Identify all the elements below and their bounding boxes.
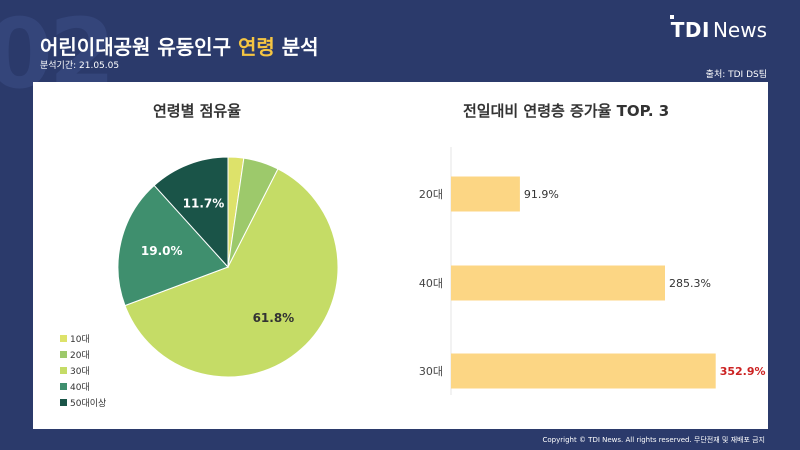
logo-news-text: News bbox=[712, 18, 767, 42]
bar-value-label-1: 285.3% bbox=[669, 277, 711, 290]
bar-2 bbox=[451, 353, 716, 389]
pie-label-4: 11.7% bbox=[183, 196, 225, 210]
page-title: 어린이대공원 유동인구 연령 분석 bbox=[40, 31, 319, 60]
pie-chart: 61.8% 19.0% 11.7% bbox=[117, 156, 339, 378]
logo-dot-icon bbox=[669, 15, 674, 19]
pie-slice-2 bbox=[124, 168, 339, 378]
legend-item-0: 10대 bbox=[60, 330, 106, 346]
bar-category-label-1: 40대 bbox=[419, 277, 443, 290]
pie-slice-4 bbox=[153, 156, 229, 269]
legend-label-0: 10대 bbox=[70, 334, 90, 345]
legend-swatch-2 bbox=[60, 366, 67, 374]
legend-swatch-3 bbox=[60, 382, 67, 390]
pie-chart-title: 연령별 점유율 bbox=[153, 102, 242, 120]
legend-item-2: 30대 bbox=[60, 362, 106, 378]
pie-label-2: 61.8% bbox=[253, 311, 295, 325]
bar-chart: 20대 91.9% 40대 285.3% 30대 352.9% bbox=[419, 147, 766, 395]
chart-panel: 연령별 점유율 전일대비 연령층 증가율 TOP. 3 61.8% 19.0% 11… bbox=[33, 82, 768, 429]
copyright-footer: Copyright © TDI News. All rights reserve… bbox=[542, 436, 765, 444]
title-prefix: 어린이대공원 유동인구 bbox=[40, 35, 238, 59]
legend-label-4: 50대이상 bbox=[70, 398, 107, 409]
title-highlight: 연령 bbox=[237, 35, 275, 59]
bar-category-label-0: 20대 bbox=[419, 188, 443, 201]
pie-label-3: 19.0% bbox=[141, 244, 183, 258]
title-suffix: 분석 bbox=[274, 35, 319, 59]
legend-label-2: 30대 bbox=[70, 366, 90, 377]
pie-legend: 10대 20대 30대 40대 50대이상 bbox=[60, 330, 106, 410]
legend-item-1: 20대 bbox=[60, 346, 106, 362]
bar-0 bbox=[451, 176, 520, 212]
pie-slice-3 bbox=[117, 184, 229, 307]
logo-tdi-text: TDI bbox=[670, 18, 710, 42]
bar-category-label-2: 30대 bbox=[419, 365, 443, 378]
legend-swatch-0 bbox=[60, 334, 67, 342]
legend-item-3: 40대 bbox=[60, 378, 106, 394]
bar-chart-title: 전일대비 연령층 증가율 TOP. 3 bbox=[463, 102, 670, 120]
bar-value-label-2: 352.9% bbox=[720, 365, 766, 378]
legend-label-3: 40대 bbox=[70, 382, 90, 393]
legend-swatch-4 bbox=[60, 398, 67, 406]
bar-value-label-0: 91.9% bbox=[524, 188, 559, 201]
analysis-period: 분석기간: 21.05.05 bbox=[40, 61, 120, 71]
legend-item-4: 50대이상 bbox=[60, 394, 106, 410]
bar-1 bbox=[451, 265, 665, 301]
source-note: 출처: TDI DS팀 bbox=[705, 70, 767, 80]
legend-swatch-1 bbox=[60, 350, 67, 358]
legend-label-1: 20대 bbox=[70, 350, 90, 361]
tdi-news-logo: TDI News bbox=[669, 15, 767, 42]
